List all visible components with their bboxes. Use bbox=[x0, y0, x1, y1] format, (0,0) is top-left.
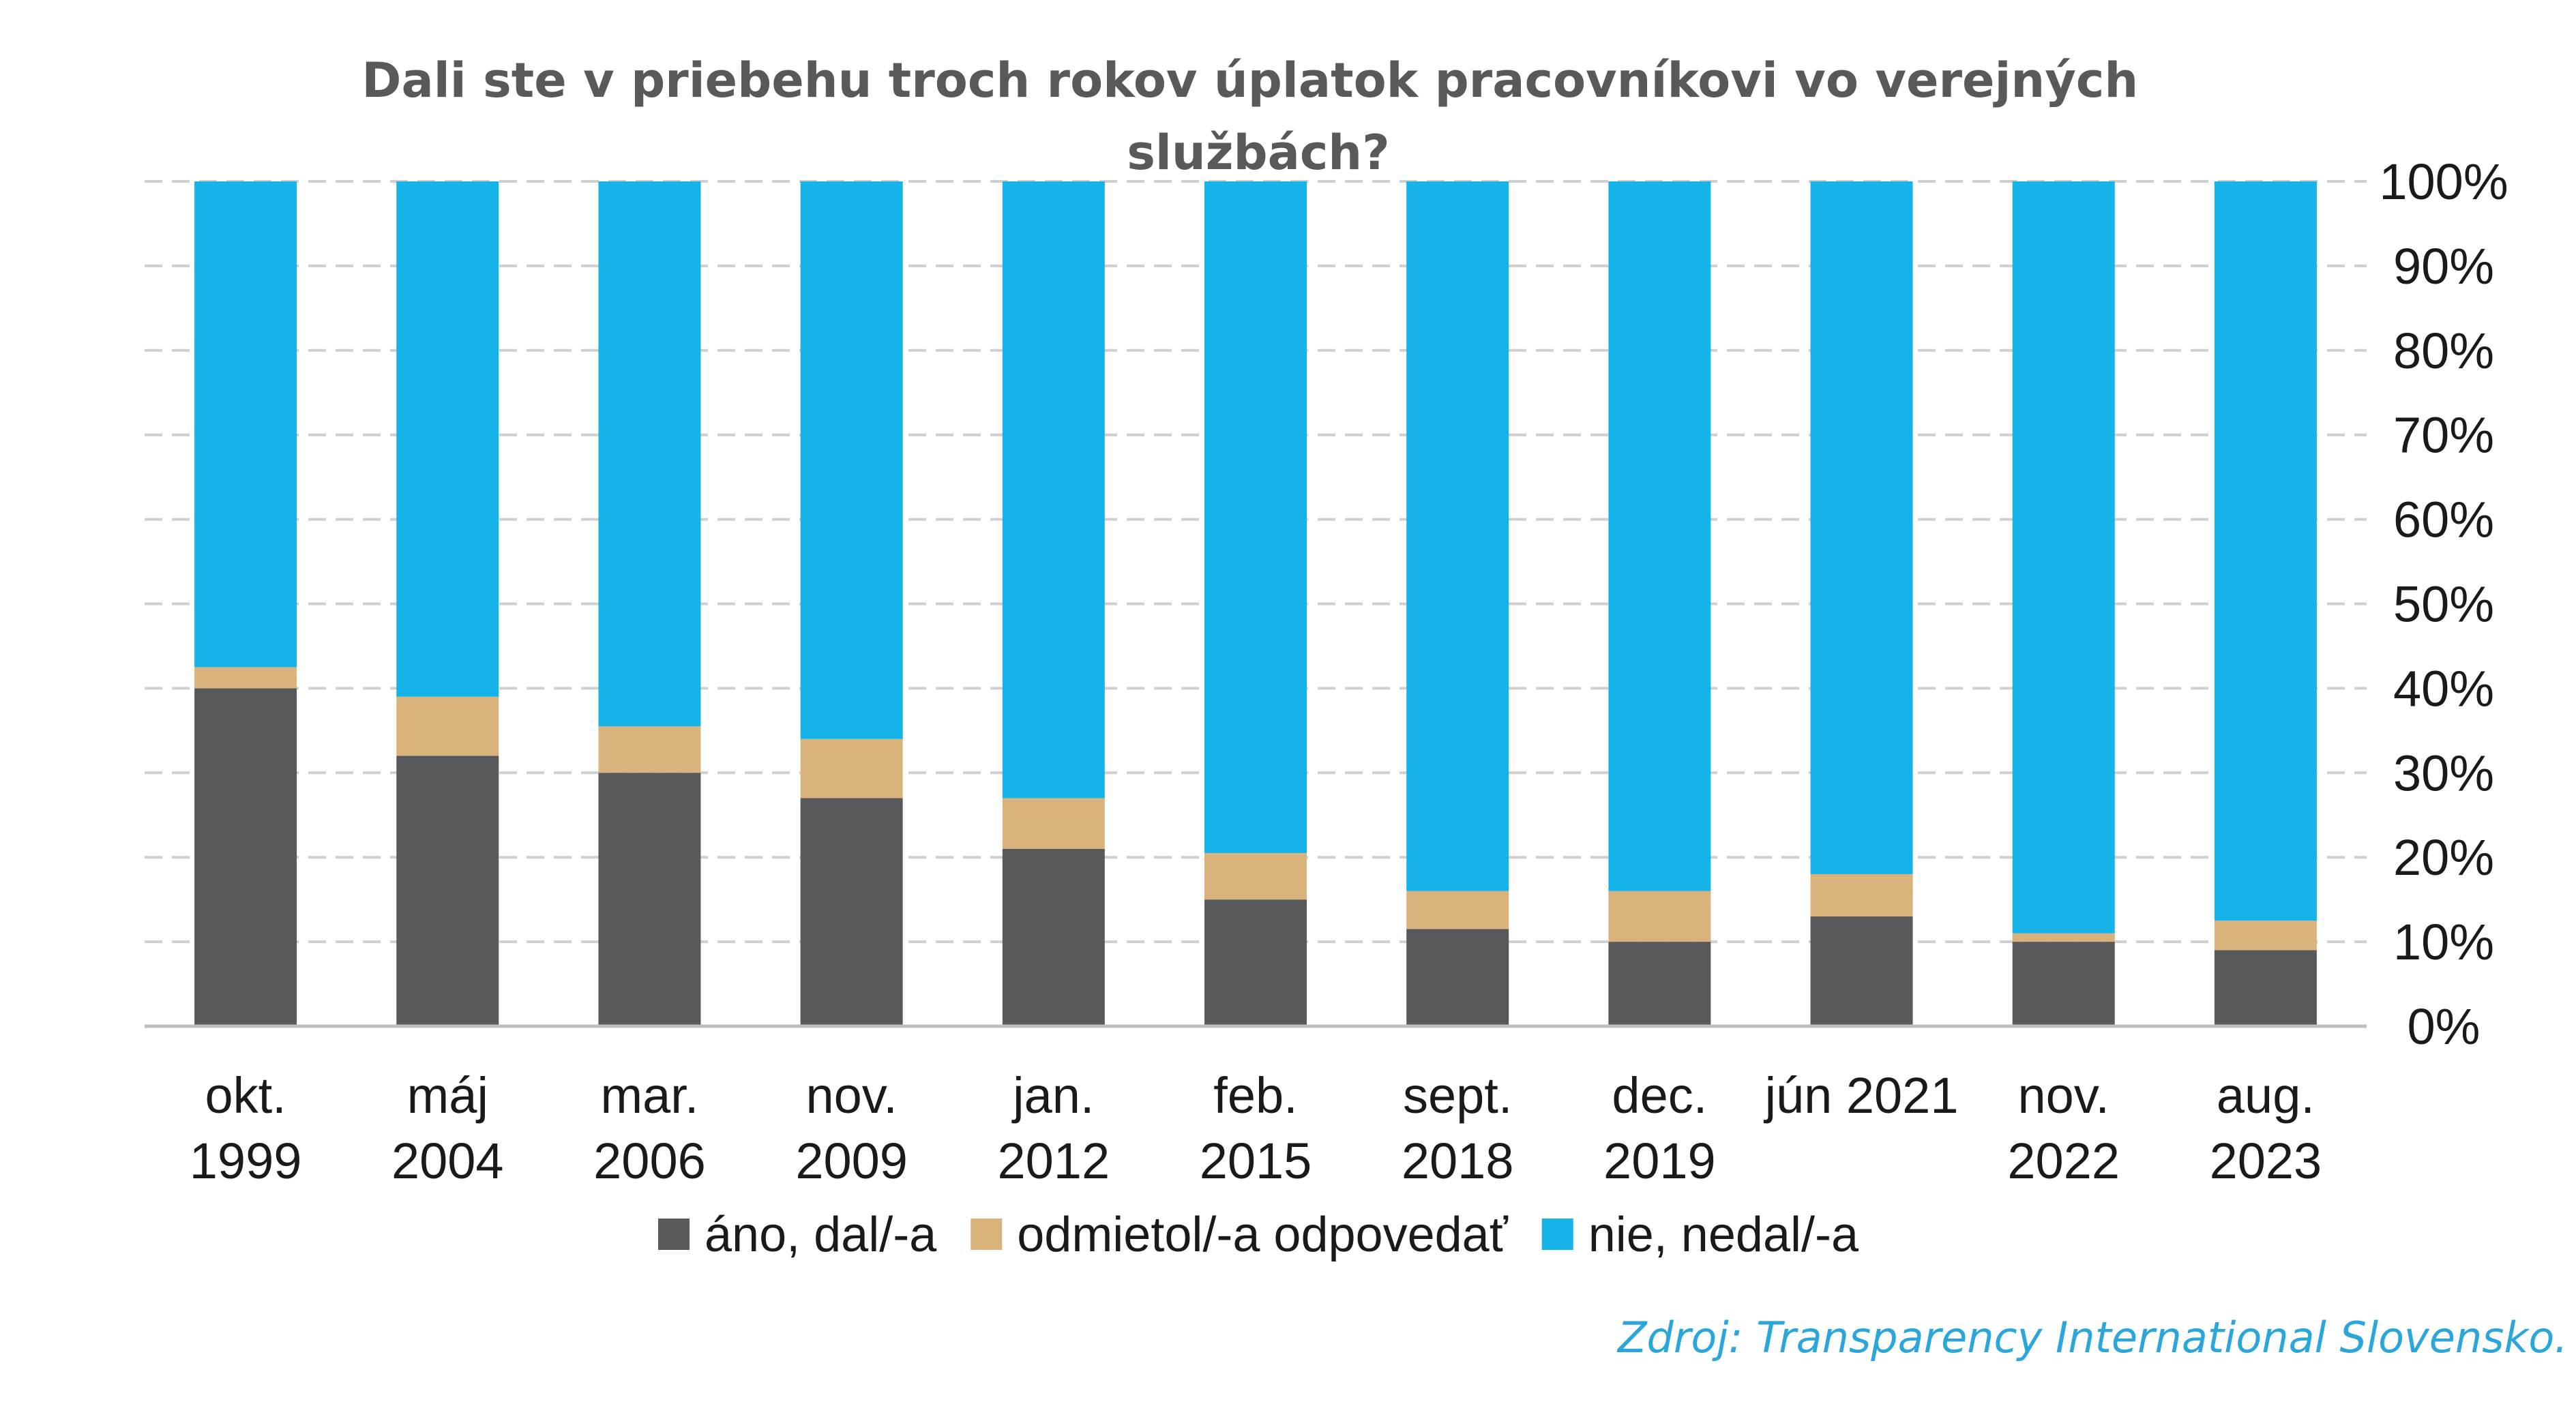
x-category-label: 1999 bbox=[190, 1133, 302, 1189]
legend-label: odmietol/-a odpovedať bbox=[1017, 1208, 1508, 1262]
legend-label: áno, dal/-a bbox=[705, 1208, 937, 1262]
x-category-label: nov. bbox=[805, 1067, 897, 1124]
bar-segment-2 bbox=[2012, 933, 2115, 942]
y-tick-label: 80% bbox=[2393, 323, 2494, 379]
legend-item: odmietol/-a odpovedať bbox=[971, 1208, 1509, 1262]
bar-segment-3 bbox=[1406, 181, 1509, 891]
bar-segment-2 bbox=[598, 726, 701, 773]
y-tick-label: 60% bbox=[2393, 492, 2494, 548]
bar-segment-1 bbox=[1204, 899, 1307, 1026]
bar-segment-2 bbox=[800, 738, 903, 798]
x-category-label: 2022 bbox=[2007, 1133, 2120, 1189]
bar-segment-3 bbox=[194, 181, 297, 668]
x-category-label: 2023 bbox=[2210, 1133, 2322, 1189]
x-category-label: 2006 bbox=[593, 1133, 706, 1189]
y-tick-label: 0% bbox=[2408, 998, 2481, 1055]
x-axis-categories: okt. 1999 máj 2004 mar. 2006 nov. 2009 jan. 2012 f… bbox=[190, 1067, 2322, 1189]
gridlines bbox=[145, 180, 2367, 944]
bar-segment-2 bbox=[396, 696, 499, 756]
y-tick-label: 50% bbox=[2393, 576, 2494, 633]
bar-segment-3 bbox=[1608, 181, 1711, 891]
chart-title-line-1: Dali ste v priebehu troch rokov úplatok … bbox=[361, 53, 2138, 108]
legend: áno, dal/-a odmietol/-a odpovedať nie, ned… bbox=[657, 1208, 1859, 1262]
x-category-label: 2012 bbox=[998, 1133, 1110, 1189]
legend-swatch bbox=[1541, 1219, 1573, 1250]
bar-segment-2 bbox=[1810, 873, 1913, 916]
bar-segment-1 bbox=[800, 798, 903, 1026]
x-category-label: dec. bbox=[1612, 1067, 1707, 1124]
bar-segment-2 bbox=[1608, 891, 1711, 942]
bar-segment-1 bbox=[598, 773, 701, 1026]
bar-segment-1 bbox=[1608, 942, 1711, 1026]
legend-label: nie, nedal/-a bbox=[1588, 1208, 1859, 1262]
x-category-label: feb. bbox=[1213, 1067, 1297, 1124]
bar-segment-2 bbox=[1204, 853, 1307, 900]
bar-segment-3 bbox=[800, 181, 903, 739]
x-category-label: 2018 bbox=[1402, 1133, 1514, 1189]
y-tick-label: 70% bbox=[2393, 407, 2494, 464]
x-category-label: 2019 bbox=[1603, 1133, 1716, 1189]
y-tick-label: 20% bbox=[2393, 829, 2494, 886]
x-category-label: nov. bbox=[2018, 1067, 2109, 1124]
legend-swatch bbox=[657, 1219, 690, 1250]
bar-segment-3 bbox=[598, 181, 701, 727]
x-category-label: 2015 bbox=[1200, 1133, 1312, 1189]
legend-item: áno, dal/-a bbox=[657, 1208, 937, 1262]
y-tick-label: 30% bbox=[2393, 745, 2494, 801]
source-note: Zdroj: Transparency International Sloven… bbox=[1616, 1313, 2568, 1362]
bar-segment-3 bbox=[396, 181, 499, 697]
y-tick-label: 10% bbox=[2393, 914, 2494, 970]
bar-segment-3 bbox=[1002, 181, 1105, 798]
bar-segment-3 bbox=[2012, 181, 2115, 933]
bar-segment-1 bbox=[396, 756, 499, 1026]
bar-segment-2 bbox=[2214, 921, 2317, 951]
x-category-label: sept. bbox=[1403, 1067, 1512, 1124]
y-axis-ticks: 0% 10% 20% 30% 40% 50% 60% 70% 80% 90% 100% bbox=[2379, 153, 2508, 1055]
bar-segment-2 bbox=[194, 667, 297, 689]
y-tick-label: 90% bbox=[2393, 238, 2494, 295]
bar-segment-1 bbox=[2012, 942, 2115, 1026]
x-category-label: jan. bbox=[1011, 1067, 1094, 1124]
bar-segment-1 bbox=[194, 688, 297, 1026]
y-tick-label: 100% bbox=[2379, 153, 2508, 210]
x-category-label: okt. bbox=[205, 1067, 286, 1124]
chart-title-line-2: službách? bbox=[1127, 125, 1390, 181]
legend-item: nie, nedal/-a bbox=[1541, 1208, 1859, 1262]
y-tick-label: 40% bbox=[2393, 660, 2494, 717]
bar-segment-2 bbox=[1406, 891, 1509, 929]
x-category-label: máj bbox=[407, 1067, 488, 1124]
chart-title: Dali ste v priebehu troch rokov úplatok … bbox=[361, 53, 2155, 181]
bar-segment-1 bbox=[2214, 950, 2317, 1026]
bar-segment-2 bbox=[1002, 798, 1105, 849]
bars bbox=[194, 181, 2317, 1026]
bar-segment-1 bbox=[1406, 929, 1509, 1026]
bar-segment-3 bbox=[2214, 181, 2317, 921]
bar-segment-1 bbox=[1810, 916, 1913, 1026]
x-category-label: 2004 bbox=[391, 1133, 504, 1189]
bar-segment-3 bbox=[1204, 181, 1307, 854]
x-category-label: 2009 bbox=[795, 1133, 908, 1189]
x-category-label: aug. bbox=[2217, 1067, 2315, 1124]
x-category-label: jún 2021 bbox=[1764, 1067, 1959, 1124]
bar-segment-3 bbox=[1810, 181, 1913, 874]
bar-segment-1 bbox=[1002, 848, 1105, 1026]
legend-swatch bbox=[971, 1219, 1003, 1250]
x-category-label: mar. bbox=[600, 1067, 698, 1124]
